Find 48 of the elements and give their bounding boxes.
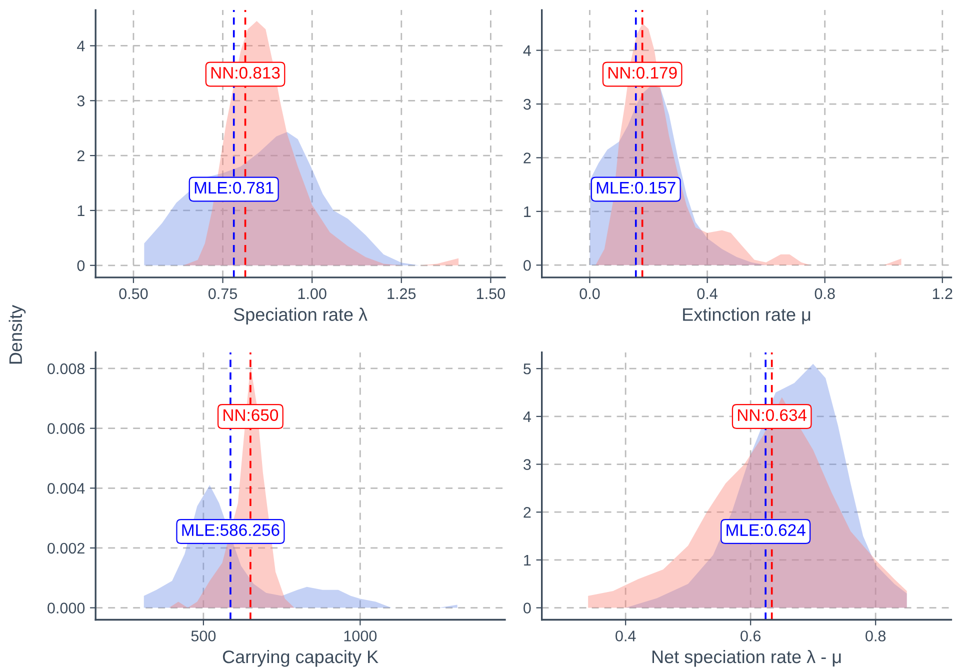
- y-tick-label: 0.006: [48, 423, 85, 434]
- y-tick-label: 0.002: [48, 542, 84, 554]
- y-tick-label: 1: [524, 206, 531, 217]
- x-tick-label: 1.00: [298, 288, 326, 300]
- x-tick-label: 0.6: [740, 630, 761, 642]
- ref-line-label: NN:650: [224, 409, 278, 421]
- ref-line-label: MLE:0.157: [596, 182, 676, 194]
- y-tick-label: 0: [524, 260, 531, 271]
- y-tick-label: 2: [524, 152, 531, 164]
- x-tick-label: 1.25: [388, 288, 416, 300]
- x-tick-label: 0.4: [697, 288, 718, 300]
- x-tick-label: 500: [191, 630, 216, 642]
- ref-line-label: NN:0.813: [211, 66, 280, 79]
- ref-line-label: NN:0.179: [608, 66, 677, 79]
- x-tick-label: 1000: [344, 630, 377, 642]
- y-axis-title: Density: [8, 304, 26, 364]
- y-tick-label: 3: [524, 459, 531, 470]
- y-tick-label: 3: [524, 98, 531, 110]
- y-tick-label: 5: [524, 364, 531, 374]
- x-axis-title: Carrying capacity K: [222, 650, 378, 667]
- y-tick-label: 4: [523, 45, 531, 56]
- ref-line-label: MLE:0.781: [194, 182, 274, 194]
- y-tick-label: 2: [77, 150, 84, 162]
- x-tick-label: 0.75: [208, 288, 238, 300]
- y-tick-label: 4: [523, 411, 531, 422]
- ref-line-label: MLE:586.256: [182, 524, 280, 536]
- x-tick-label: 0.0: [580, 288, 600, 300]
- x-tick-label: 1.50: [476, 288, 505, 300]
- x-tick-label: 0.50: [119, 288, 148, 300]
- ref-line-label: NN:0.634: [738, 409, 807, 421]
- x-axis-title: Net speciation rate λ - μ: [652, 650, 841, 667]
- y-tick-label: 0.004: [48, 483, 85, 494]
- y-tick-label: 1: [524, 554, 531, 566]
- y-tick-label: 0: [77, 260, 85, 272]
- y-tick-label: 2: [524, 506, 531, 518]
- x-axis-title: Speciation rate λ: [234, 308, 368, 325]
- x-tick-label: 0.4: [616, 630, 636, 642]
- x-tick-label: 1.2: [932, 288, 952, 299]
- x-tick-label: 0.8: [866, 630, 886, 642]
- x-tick-label: 0.8: [814, 288, 835, 300]
- y-tick-label: 0.008: [48, 363, 85, 374]
- y-tick-label: 0.000: [48, 602, 85, 614]
- y-tick-label: 3: [77, 96, 85, 106]
- y-tick-label: 0: [524, 602, 531, 614]
- x-axis-title: Extinction rate μ: [683, 308, 810, 324]
- ref-line-label: MLE:0.624: [726, 524, 806, 536]
- y-tick-label: 4: [77, 40, 85, 52]
- y-tick-label: 1: [78, 205, 84, 216]
